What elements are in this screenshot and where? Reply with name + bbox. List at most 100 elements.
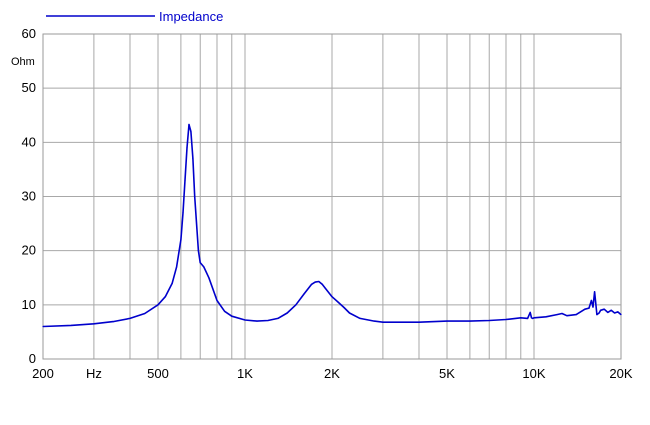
y-axis-ticks: 0 10 20 30 40 50 60 (22, 26, 36, 366)
data-point (224, 310, 226, 312)
grid (43, 33, 622, 360)
data-point (311, 283, 313, 285)
data-point (533, 317, 535, 319)
y-tick-label: 10 (22, 297, 36, 312)
data-point (401, 321, 403, 323)
data-point (592, 306, 594, 308)
data-point (545, 316, 547, 318)
data-point (180, 239, 182, 241)
data-point (446, 320, 448, 322)
y-axis-unit-label: Ohm (11, 56, 35, 68)
data-point (610, 309, 612, 311)
data-point (295, 304, 297, 306)
data-point (208, 277, 210, 279)
data-point (469, 320, 471, 322)
x-tick-label: 2K (324, 366, 340, 381)
data-point (318, 280, 320, 283)
series-layer (42, 123, 622, 328)
data-point (566, 315, 568, 317)
data-point (600, 309, 602, 311)
data-point (190, 130, 192, 133)
y-tick-label: 0 (29, 351, 36, 366)
y-tick-label: 30 (22, 189, 36, 204)
data-point (112, 321, 114, 323)
data-point (598, 312, 600, 314)
data-point (42, 325, 44, 328)
data-point (593, 291, 596, 293)
data-point (192, 157, 194, 160)
y-tick-label: 50 (22, 80, 36, 95)
legend[interactable]: Impedance (46, 9, 223, 24)
data-point (337, 301, 339, 303)
data-point (588, 307, 590, 309)
x-tick-label: 20K (609, 366, 632, 381)
data-point (277, 317, 279, 319)
data-point (526, 317, 529, 319)
x-tick-label: 1K (237, 366, 253, 381)
x-tick-label: 5K (439, 366, 455, 381)
x-tick-label: 500 (147, 366, 169, 381)
data-point (184, 179, 186, 181)
data-point (607, 311, 609, 314)
data-point (343, 306, 345, 309)
x-tick-label: 10K (522, 366, 545, 381)
x-tick-label: Hz (86, 366, 102, 381)
data-point (382, 321, 384, 323)
data-point (590, 299, 593, 302)
data-point (321, 283, 323, 285)
data-point (530, 317, 533, 319)
data-point (199, 261, 201, 264)
data-point (188, 123, 190, 126)
x-tick-label: 200 (32, 366, 54, 381)
data-point (613, 312, 616, 314)
data-point (182, 212, 184, 214)
data-point (532, 317, 534, 319)
data-point (584, 308, 586, 310)
data-point (617, 311, 619, 313)
data-point (303, 293, 305, 295)
data-point (144, 312, 146, 315)
data-point (176, 266, 178, 268)
data-point (70, 324, 72, 327)
legend-label-impedance: Impedance (159, 9, 223, 24)
data-point (286, 312, 288, 314)
data-point (267, 319, 269, 322)
data-point (186, 147, 188, 149)
data-point (157, 304, 159, 306)
y-tick-label: 20 (22, 243, 36, 258)
data-point (194, 195, 196, 198)
data-point (216, 299, 218, 302)
data-point (324, 287, 327, 290)
data-point (359, 317, 361, 319)
data-point (575, 313, 577, 316)
data-point (556, 313, 558, 316)
data-point (197, 250, 200, 252)
y-tick-label: 40 (22, 134, 36, 149)
data-point (129, 317, 131, 319)
data-point (603, 308, 605, 310)
x-axis-ticks: 200 Hz 500 1K 2K 5K 10K 20K (32, 366, 633, 381)
data-point (231, 315, 233, 317)
data-point (505, 318, 507, 321)
data-point (93, 323, 95, 325)
plot-frame (42, 33, 622, 360)
data-point (488, 319, 490, 322)
data-point (348, 312, 351, 314)
data-point (203, 266, 205, 268)
data-point (331, 296, 333, 298)
data-point (418, 321, 420, 323)
data-point (561, 312, 563, 315)
data-point (256, 320, 258, 322)
data-point (171, 282, 173, 284)
y-tick-label: 60 (22, 26, 36, 41)
data-point (596, 313, 598, 316)
data-point (520, 317, 522, 319)
data-point (620, 313, 622, 316)
data-point (314, 281, 316, 283)
data-point (164, 296, 166, 298)
data-point (373, 320, 375, 322)
data-point (529, 311, 531, 314)
data-point (244, 319, 246, 321)
